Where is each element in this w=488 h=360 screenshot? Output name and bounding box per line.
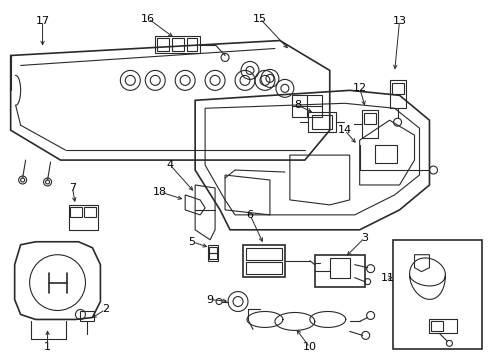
Text: 11: 11 xyxy=(380,273,394,283)
Bar xyxy=(209,247,217,253)
Bar xyxy=(329,258,349,278)
Bar xyxy=(243,245,285,276)
Bar xyxy=(208,245,218,261)
Text: 12: 12 xyxy=(352,84,366,93)
Bar xyxy=(68,205,98,230)
Bar xyxy=(70,207,82,217)
Text: 5: 5 xyxy=(188,237,195,247)
Text: 2: 2 xyxy=(102,305,109,315)
Bar xyxy=(291,95,321,117)
Text: 14: 14 xyxy=(337,125,351,135)
Bar xyxy=(172,37,184,51)
Bar xyxy=(374,145,396,163)
Bar xyxy=(389,80,405,108)
Bar xyxy=(155,36,200,54)
Text: 9: 9 xyxy=(206,294,213,305)
Text: 7: 7 xyxy=(69,183,76,193)
Text: 17: 17 xyxy=(36,15,50,26)
Bar xyxy=(307,112,335,132)
Bar xyxy=(84,207,96,217)
Text: 18: 18 xyxy=(153,187,167,197)
Bar xyxy=(187,37,197,51)
Bar xyxy=(81,311,94,321)
Bar xyxy=(392,240,481,349)
Bar xyxy=(363,113,375,124)
Text: 15: 15 xyxy=(252,14,266,24)
Bar xyxy=(391,84,403,94)
Bar xyxy=(245,248,281,260)
Bar xyxy=(430,321,443,332)
Bar xyxy=(209,253,217,259)
Bar xyxy=(314,255,364,287)
Bar xyxy=(361,110,377,138)
Text: 8: 8 xyxy=(294,100,301,110)
Bar xyxy=(311,115,331,129)
Text: 1: 1 xyxy=(44,342,51,352)
Text: 6: 6 xyxy=(246,210,253,220)
Text: 4: 4 xyxy=(166,160,173,170)
Bar xyxy=(428,319,456,333)
Text: 16: 16 xyxy=(141,14,155,24)
Text: 3: 3 xyxy=(361,233,367,243)
Bar xyxy=(157,37,169,51)
Bar xyxy=(245,262,281,274)
Text: 13: 13 xyxy=(392,15,406,26)
Text: 10: 10 xyxy=(302,342,316,352)
